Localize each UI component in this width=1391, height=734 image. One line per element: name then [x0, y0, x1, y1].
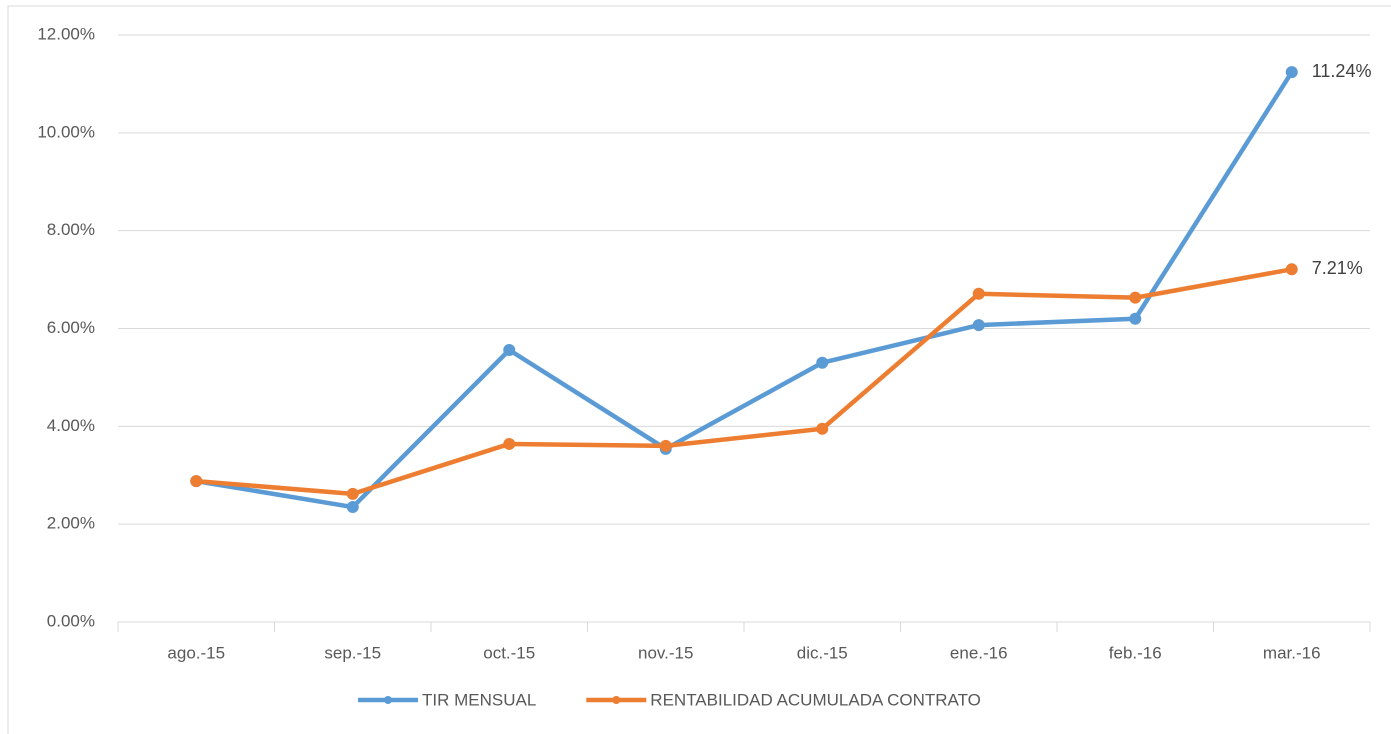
data-point — [972, 319, 985, 332]
y-tick-label: 4.00% — [47, 416, 95, 435]
series-line — [195, 70, 1294, 510]
x-tick-label: nov.-15 — [638, 643, 693, 662]
y-tick-label: 2.00% — [47, 514, 95, 533]
y-tick-label: 10.00% — [37, 122, 95, 141]
data-point — [503, 437, 516, 450]
y-tick-label: 0.00% — [47, 611, 95, 630]
series-line — [196, 267, 1293, 497]
x-tick-label: sep.-15 — [324, 643, 381, 662]
x-tick-label: dic.-15 — [797, 643, 848, 662]
legend-label: TIR MENSUAL — [422, 690, 536, 709]
data-point — [190, 475, 203, 488]
data-point — [659, 439, 672, 452]
data-point — [503, 344, 516, 357]
x-tick-label: feb.-16 — [1109, 643, 1162, 662]
y-tick-label: 6.00% — [47, 318, 95, 337]
data-point — [816, 356, 829, 369]
data-point — [346, 501, 359, 514]
x-tick-label: ago.-15 — [167, 643, 225, 662]
y-tick-label: 12.00% — [37, 24, 95, 43]
data-point — [816, 422, 829, 435]
data-point — [1129, 291, 1142, 304]
data-point — [1285, 66, 1298, 79]
data-point — [346, 487, 359, 500]
data-point — [1285, 263, 1298, 276]
legend-marker — [384, 696, 392, 704]
data-point — [972, 287, 985, 300]
chart-border — [7, 5, 1391, 734]
x-tick-label: oct.-15 — [483, 643, 535, 662]
x-tick-label: ene.-16 — [950, 643, 1008, 662]
legend-marker — [612, 696, 621, 704]
x-tick-label: mar.-16 — [1263, 643, 1321, 662]
y-tick-label: 8.00% — [47, 220, 95, 239]
legend-label: RENTABILIDAD ACUMULADA CONTRATO — [650, 690, 981, 709]
data-point — [1129, 312, 1142, 325]
data-label: 7.21% — [1312, 258, 1363, 278]
data-label: 11.24% — [1312, 61, 1372, 81]
